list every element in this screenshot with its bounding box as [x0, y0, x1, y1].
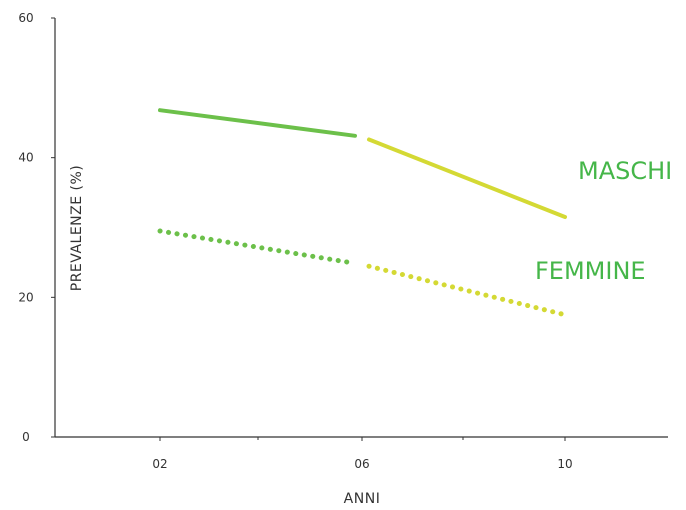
y-tick-label: 20 [18, 290, 33, 304]
y-axis-title: PREVALENZE (%) [69, 165, 85, 292]
ticks: 0 20 40 60 02 06 10 [18, 11, 572, 471]
series-femmine-segment-1 [157, 228, 358, 266]
series-maschi-segment-1 [158, 108, 357, 138]
y-tick-label: 0 [22, 430, 30, 444]
series-lines [157, 108, 568, 318]
series-maschi-segment-2 [367, 137, 567, 220]
y-tick-label: 60 [18, 11, 33, 25]
axes [54, 18, 668, 438]
x-axis-title: ANNI [344, 491, 381, 507]
x-tick-label: 10 [557, 457, 572, 471]
series-label-maschi: MASCHI [578, 157, 672, 185]
x-tick-label: 02 [152, 457, 167, 471]
series-label-femmine: FEMMINE [535, 257, 646, 285]
x-tick-label: 06 [354, 457, 369, 471]
y-tick-label: 40 [18, 151, 33, 165]
series-femmine-segment-2 [366, 263, 568, 318]
